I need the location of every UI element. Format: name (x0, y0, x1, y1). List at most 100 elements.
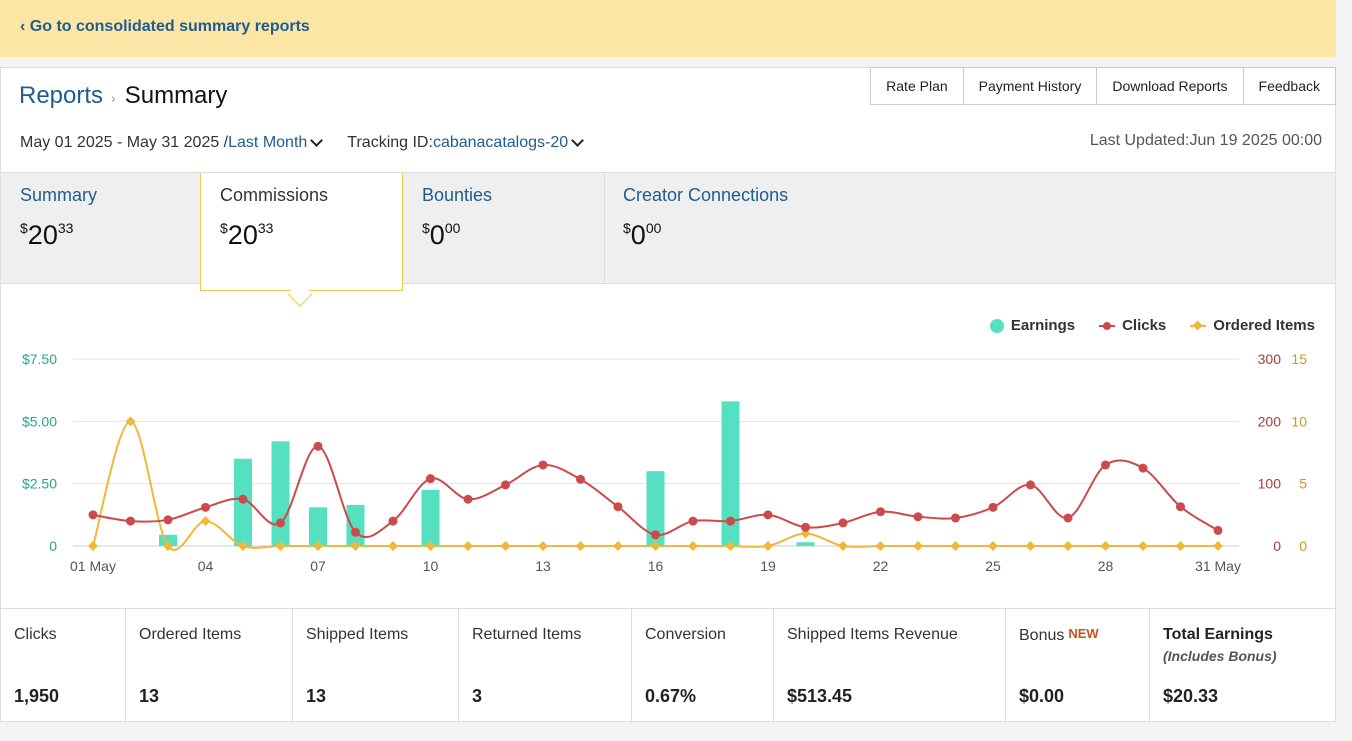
x-tick-label: 13 (535, 558, 551, 574)
ordered-items-point (988, 541, 998, 551)
tab-bounties[interactable]: Bounties $000 (403, 173, 605, 284)
y-ordered-tick-label: 15 (1291, 351, 1307, 367)
clicks-point (1176, 502, 1185, 512)
rate-plan-button[interactable]: Rate Plan (870, 67, 963, 105)
ordered-items-point (425, 541, 436, 551)
legend-clicks[interactable]: Clicks (1099, 317, 1166, 334)
y-left-tick-label: 0 (49, 538, 57, 554)
payment-history-button[interactable]: Payment History (962, 67, 1097, 105)
x-tick-label: 19 (760, 558, 776, 574)
clicks-point (988, 502, 998, 512)
tab-summary[interactable]: Summary $2033 (1, 173, 201, 284)
chevron-down-icon[interactable] (310, 134, 324, 147)
clicks-point (1101, 460, 1110, 470)
tab-amount: $000 (623, 220, 662, 250)
period-dropdown[interactable]: Last Month (228, 134, 308, 151)
stat-returned-items: Returned Items 3 (459, 609, 632, 723)
ordered-items-point (1213, 541, 1223, 551)
clicks-point (276, 518, 285, 528)
clicks-point (801, 522, 810, 532)
consolidated-reports-link[interactable]: ‹ Go to consolidated summary reports (20, 18, 310, 35)
ordered-items-point (1138, 541, 1148, 551)
ordered-items-point (350, 541, 361, 551)
x-tick-label: 07 (310, 558, 326, 574)
ordered-items-point (875, 541, 886, 551)
clicks-point (913, 512, 923, 522)
y-clicks-tick-label: 0 (1273, 538, 1281, 554)
stat-bonus: Bonus NEW $0.00 (1006, 609, 1150, 723)
earnings-bar (309, 507, 327, 546)
clicks-point (351, 527, 360, 537)
new-badge: NEW (1068, 626, 1099, 641)
clicks-point (1138, 463, 1148, 473)
ordered-items-point (388, 541, 398, 551)
y-clicks-tick-label: 200 (1258, 413, 1282, 429)
x-tick-label: 10 (423, 558, 439, 574)
clicks-point (463, 494, 473, 504)
chevron-down-icon[interactable] (571, 134, 585, 147)
earnings-bar (159, 534, 177, 546)
earnings-bar (721, 401, 740, 546)
clicks-point (688, 516, 698, 526)
page-title: Summary (124, 82, 228, 109)
clicks-point (313, 441, 323, 451)
report-panel: Reports › Summary Rate Plan Payment Hist… (0, 67, 1336, 723)
date-range-text: May 01 2025 - May 31 2025 / (20, 134, 229, 151)
stat-total-earnings: Total Earnings (Includes Bonus) $20.33 (1163, 626, 1277, 706)
y-clicks-tick-label: 300 (1258, 351, 1282, 367)
clicks-point (726, 516, 735, 526)
ordered-items-point (950, 541, 961, 551)
y-left-tick-label: $7.50 (22, 351, 57, 367)
tab-amount: $000 (422, 220, 461, 250)
x-tick-label: 01 May (70, 558, 116, 574)
tab-commissions[interactable]: Commissions $2033 (200, 173, 403, 291)
filter-bar: May 01 2025 - May 31 2025 / Last Month T… (20, 134, 585, 152)
breadcrumb: Reports › Summary (19, 82, 227, 110)
clicks-point (538, 460, 548, 470)
stats-row: Clicks 1,950 Ordered Items 13 Shipped Item… (1, 608, 1335, 723)
legend-ordered-items[interactable]: Ordered Items (1190, 317, 1315, 334)
clicks-point (651, 530, 660, 540)
clicks-point (838, 518, 848, 528)
clicks-point (126, 516, 135, 526)
legend-earnings[interactable]: Earnings (989, 317, 1075, 334)
tab-creator-connections[interactable]: Creator Connections $000 (604, 173, 904, 284)
clicks-line-icon (1099, 321, 1116, 330)
feedback-button[interactable]: Feedback (1242, 67, 1336, 105)
ordered-items-point (125, 416, 136, 427)
ordered-items-point (913, 541, 923, 551)
y-ordered-tick-label: 10 (1291, 413, 1307, 429)
ordered-items-line-icon (1190, 320, 1207, 330)
x-tick-label: 04 (198, 558, 214, 574)
x-tick-label: 28 (1098, 558, 1114, 574)
ordered-items-point (88, 541, 98, 551)
last-updated-text: Last Updated:Jun 19 2025 00:00 (1089, 132, 1322, 149)
y-clicks-tick-label: 100 (1258, 476, 1282, 492)
ordered-items-point (725, 541, 736, 551)
clicks-point (576, 474, 585, 484)
y-left-tick-label: $2.50 (22, 476, 57, 492)
x-tick-label: 22 (873, 558, 889, 574)
clicks-point (613, 502, 623, 512)
ordered-items-point (1025, 541, 1036, 551)
clicks-point (163, 515, 173, 525)
breadcrumb-reports-link[interactable]: Reports (19, 82, 104, 109)
breadcrumb-separator: › (111, 90, 116, 106)
earnings-bar (796, 542, 815, 546)
clicks-point (426, 474, 435, 484)
clicks-point (1213, 525, 1223, 535)
ordered-items-point (650, 541, 661, 551)
ordered-items-point (500, 541, 511, 551)
x-tick-label: 31 May (1195, 558, 1241, 574)
ordered-items-point (163, 541, 173, 551)
consolidated-reports-banner: ‹ Go to consolidated summary reports (0, 0, 1336, 57)
download-reports-button[interactable]: Download Reports (1096, 67, 1243, 105)
x-tick-label: 25 (985, 558, 1001, 574)
y-ordered-tick-label: 0 (1299, 538, 1307, 554)
tracking-id-dropdown[interactable]: cabanacatalogs-20 (432, 134, 569, 151)
earnings-bar (421, 489, 440, 546)
tab-amount: $2033 (20, 220, 74, 250)
clicks-point (1063, 513, 1073, 523)
ordered-items-point (838, 541, 848, 551)
ordered-items-point (538, 541, 548, 551)
